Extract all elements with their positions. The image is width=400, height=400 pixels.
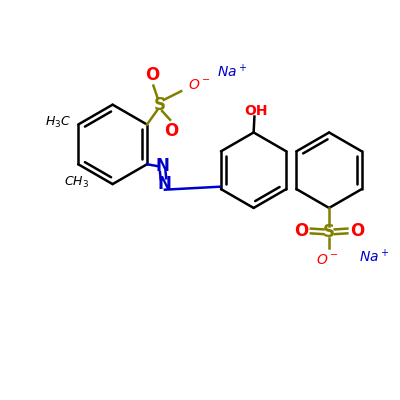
Text: $Na^+$: $Na^+$ — [359, 248, 389, 266]
Text: $H_3C$: $H_3C$ — [45, 115, 71, 130]
Text: N: N — [155, 157, 169, 175]
Text: OH: OH — [244, 104, 267, 118]
Text: S: S — [154, 96, 166, 114]
Text: S: S — [323, 223, 335, 241]
Text: $O^-$: $O^-$ — [316, 253, 338, 267]
Text: O: O — [294, 222, 308, 240]
Text: $CH_3$: $CH_3$ — [64, 175, 89, 190]
Text: O: O — [350, 222, 364, 240]
Text: O: O — [164, 122, 178, 140]
Text: $Na^+$: $Na^+$ — [217, 64, 247, 81]
Text: N: N — [157, 175, 171, 193]
Text: O: O — [146, 66, 160, 84]
Text: $O^-$: $O^-$ — [188, 78, 211, 92]
